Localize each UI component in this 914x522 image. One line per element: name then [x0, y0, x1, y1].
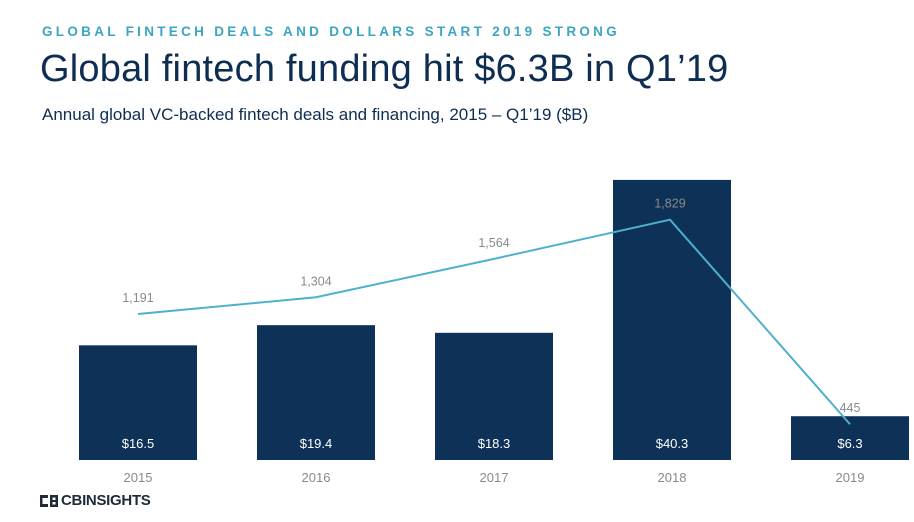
bar-value-label: $18.3: [478, 436, 511, 451]
x-tick-label: 2016: [302, 470, 331, 485]
line-value-label: 445: [840, 401, 861, 415]
bar: [613, 179, 731, 460]
cbinsights-logo: CBINSIGHTS: [40, 492, 151, 509]
deals-line: [137, 218, 851, 425]
bar-value-label: $6.3: [837, 436, 862, 451]
cbinsights-logo-text: CBINSIGHTS: [61, 492, 151, 509]
chart-subtitle: Annual global VC-backed fintech deals an…: [42, 105, 589, 124]
x-tick-label: 2018: [658, 470, 687, 485]
combo-chart: $16.5 $19.4 $18.3 $40.3 $6.3 2015 2016 2017 2018…: [79, 179, 909, 485]
chart-kicker: GLOBAL FINTECH DEALS AND DOLLARS START 2…: [42, 24, 621, 39]
bar: [435, 332, 553, 460]
line-value-label: 1,829: [654, 197, 685, 211]
x-tick-label: 2017: [480, 470, 509, 485]
line-value-label: 1,564: [478, 236, 509, 250]
chart-title: Global fintech funding hit $6.3B in Q1’1…: [40, 48, 729, 90]
bar-value-label: $16.5: [122, 436, 155, 451]
line-value-label: 1,191: [122, 291, 153, 305]
bar: [257, 325, 375, 460]
bar-value-label: $19.4: [300, 436, 333, 451]
bar: [79, 345, 197, 460]
bar-value-label: $40.3: [656, 436, 689, 451]
line-value-label: 1,304: [300, 274, 331, 288]
x-tick-label: 2015: [124, 470, 153, 485]
x-tick-label: 2019: [836, 470, 865, 485]
cbinsights-logo-icon: [40, 494, 58, 507]
